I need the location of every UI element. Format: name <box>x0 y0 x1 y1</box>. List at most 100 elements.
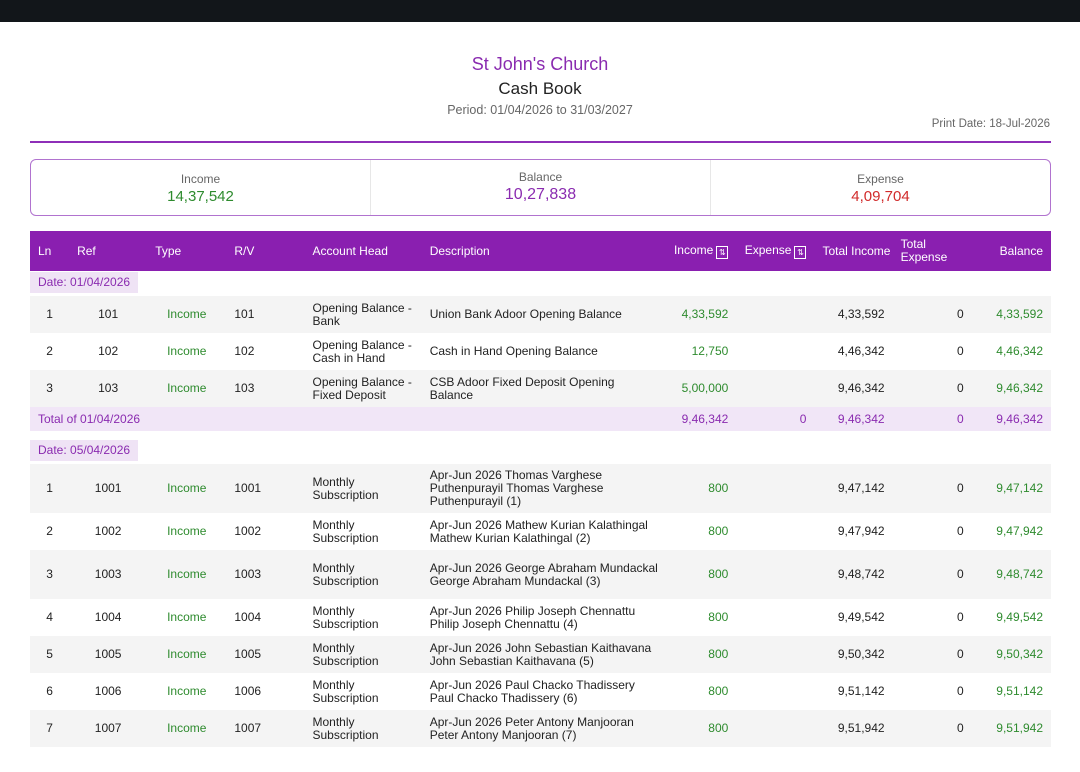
col-header-income[interactable]: Income ⇅ <box>658 231 737 271</box>
cell-rv: 1001 <box>226 464 305 513</box>
col-header-balance[interactable]: Balance <box>971 231 1051 271</box>
cell-income: 5,00,000 <box>658 370 737 407</box>
cell-ln: 2 <box>30 513 70 550</box>
cell-total-income: 9,48,742 <box>814 550 893 599</box>
expense-summary-value: 4,09,704 <box>851 188 910 205</box>
cell-total-income: 9,51,942 <box>814 710 893 747</box>
group-gap <box>30 431 1051 439</box>
date-group-row: Date: 05/04/2026 <box>30 439 1051 462</box>
col-header-description[interactable]: Description <box>421 231 659 271</box>
cell-account-head: Monthly Subscription <box>304 550 422 599</box>
table-row[interactable]: 5 1005 Income 1005 Monthly Subscription Apr-J… <box>30 636 1051 673</box>
expense-summary-label: Expense <box>857 172 904 186</box>
cell-type: Income <box>147 636 227 673</box>
table-row[interactable]: 1 101 Income 101 Opening Balance - Bank Union… <box>30 296 1051 333</box>
col-header-ref[interactable]: Ref <box>69 231 148 271</box>
cell-expense <box>736 710 815 747</box>
period-label: Period: 01/04/2026 to 31/03/2027 <box>447 103 633 117</box>
cell-rv: 1006 <box>226 673 305 710</box>
col-header-ln[interactable]: Ln <box>30 231 70 271</box>
cell-ln: 1 <box>30 464 70 513</box>
table-row[interactable]: 3 103 Income 103 Opening Balance - Fixed Dep… <box>30 370 1051 407</box>
cell-balance: 9,51,942 <box>971 710 1051 747</box>
header-divider <box>30 141 1051 143</box>
cell-total-expense: 0 <box>892 333 972 370</box>
cell-description: Apr-Jun 2026 John Sebastian Kaithavana J… <box>421 636 659 673</box>
cell-expense <box>736 370 815 407</box>
table-body: Date: 01/04/2026 1 101 Income 101 Opening Bal… <box>30 271 1051 747</box>
cell-total-income: 4,46,342 <box>814 333 893 370</box>
cell-total-income: 9,49,542 <box>814 599 893 636</box>
table-row[interactable]: 4 1004 Income 1004 Monthly Subscription Apr-J… <box>30 599 1051 636</box>
cell-ref: 1003 <box>69 550 148 599</box>
cell-income: 800 <box>658 710 737 747</box>
col-header-rv[interactable]: R/V <box>226 231 305 271</box>
cell-account-head: Opening Balance - Bank <box>304 296 422 333</box>
summary-panel: Income 14,37,542 Balance 10,27,838 Expen… <box>30 159 1051 216</box>
cell-description: Apr-Jun 2026 Philip Joseph Chennattu Phi… <box>421 599 659 636</box>
org-name: St John's Church <box>471 54 609 74</box>
total-balance: 9,46,342 <box>971 407 1051 431</box>
cell-income: 800 <box>658 550 737 599</box>
cell-account-head: Monthly Subscription <box>304 464 422 513</box>
group-total-row: Total of 01/04/2026 9,46,342 0 9,46,342 0 9,4… <box>30 407 1051 431</box>
date-group-cell: Date: 05/04/2026 <box>30 439 1051 462</box>
cell-expense <box>736 296 815 333</box>
cell-expense <box>736 673 815 710</box>
table-row[interactable]: 1 1001 Income 1001 Monthly Subscription Apr-J… <box>30 464 1051 513</box>
income-summary-card: Income 14,37,542 <box>31 160 371 215</box>
cell-expense <box>736 599 815 636</box>
cell-income: 4,33,592 <box>658 296 737 333</box>
table-row[interactable]: 2 102 Income 102 Opening Balance - Cash in H… <box>30 333 1051 370</box>
cell-balance: 4,46,342 <box>971 333 1051 370</box>
cell-total-expense: 0 <box>892 599 972 636</box>
cell-account-head: Monthly Subscription <box>304 636 422 673</box>
total-total-expense: 0 <box>892 407 972 431</box>
table-row[interactable]: 2 1002 Income 1002 Monthly Subscription Apr-J… <box>30 513 1051 550</box>
col-header-account-head[interactable]: Account Head <box>304 231 422 271</box>
cell-total-expense: 0 <box>892 464 972 513</box>
col-header-total-expense[interactable]: Total Expense <box>892 231 972 271</box>
cell-description: Apr-Jun 2026 Peter Antony Manjooran Pete… <box>421 710 659 747</box>
cell-total-income: 9,51,142 <box>814 673 893 710</box>
table-row[interactable]: 6 1006 Income 1006 Monthly Subscription Apr-J… <box>30 673 1051 710</box>
total-income: 9,46,342 <box>658 407 737 431</box>
cell-rv: 1007 <box>226 710 305 747</box>
col-header-expense-label: Expense <box>744 242 792 257</box>
cell-ln: 4 <box>30 599 70 636</box>
cashbook-table-wrapper: Ln Ref Type R/V Account Head Description… <box>30 231 1051 747</box>
cell-description: Cash in Hand Opening Balance <box>421 333 659 370</box>
total-total-income: 9,46,342 <box>814 407 893 431</box>
cell-income: 800 <box>658 464 737 513</box>
cell-total-expense: 0 <box>892 673 972 710</box>
col-header-total-income[interactable]: Total Income <box>814 231 893 271</box>
cell-ref: 1006 <box>69 673 148 710</box>
report-header: St John's Church Cash Book Period: 01/04… <box>0 52 1080 118</box>
table-row[interactable]: 3 1003 Income 1003 Monthly Subscription Apr-J… <box>30 550 1051 599</box>
sort-icon[interactable]: ⇅ <box>716 245 729 259</box>
cell-ref: 1001 <box>69 464 148 513</box>
cell-total-income: 9,46,342 <box>814 370 893 407</box>
col-header-expense[interactable]: Expense ⇅ <box>736 231 815 271</box>
sort-icon[interactable]: ⇅ <box>794 245 807 259</box>
total-label: Total of 01/04/2026 <box>30 407 659 431</box>
cell-rv: 101 <box>226 296 305 333</box>
table-row[interactable]: 7 1007 Income 1007 Monthly Subscription Apr-J… <box>30 710 1051 747</box>
cell-type: Income <box>147 550 227 599</box>
cell-balance: 9,47,942 <box>971 513 1051 550</box>
col-header-type[interactable]: Type <box>147 231 227 271</box>
cell-ln: 2 <box>30 333 70 370</box>
income-summary-label: Income <box>180 172 221 186</box>
cell-type: Income <box>147 673 227 710</box>
cell-ln: 5 <box>30 636 70 673</box>
cell-ref: 1004 <box>69 599 148 636</box>
cell-rv: 1003 <box>226 550 305 599</box>
cell-income: 800 <box>658 513 737 550</box>
cell-type: Income <box>147 513 227 550</box>
cell-ln: 3 <box>30 550 70 599</box>
table-header-row: Ln Ref Type R/V Account Head Description… <box>30 231 1051 271</box>
cell-expense <box>736 550 815 599</box>
doc-title: Cash Book <box>498 79 582 98</box>
total-expense: 0 <box>736 407 815 431</box>
cell-total-expense: 0 <box>892 550 972 599</box>
